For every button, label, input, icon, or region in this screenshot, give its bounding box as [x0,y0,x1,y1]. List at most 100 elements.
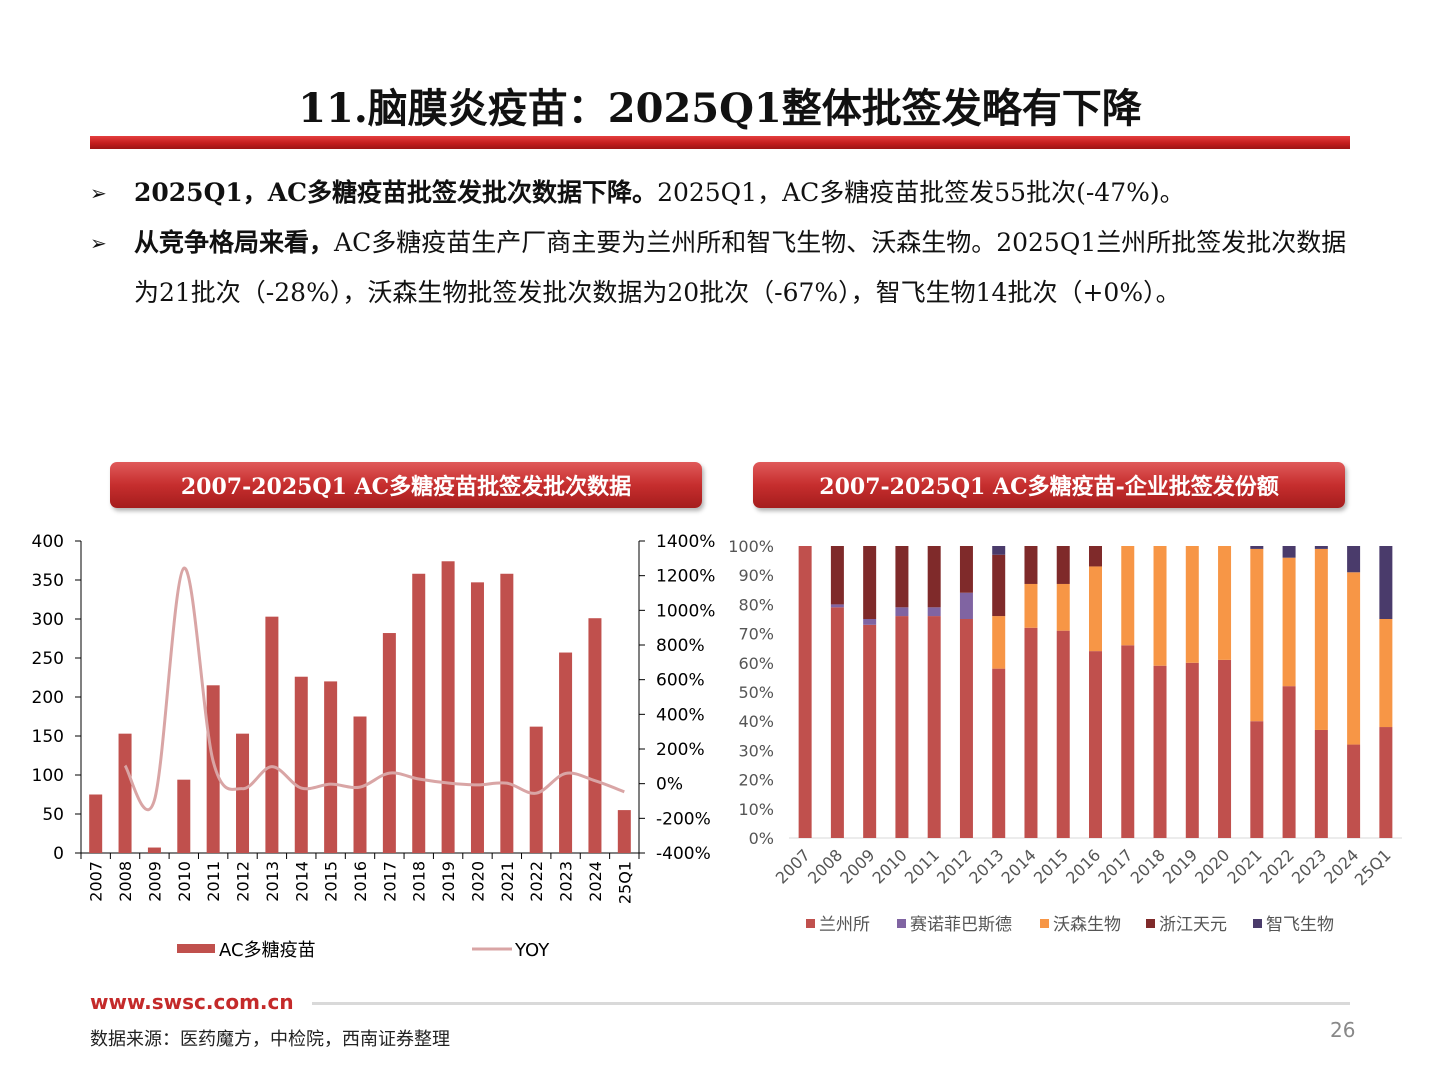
bar-2021 [500,573,514,853]
segment-2022 [1282,686,1296,838]
right-tick-label: -400% [656,844,711,864]
segment-2023 [1314,546,1328,549]
x-tick-label: 2016 [1062,845,1104,887]
left-tick-label: 250 [32,649,64,669]
page-number: 26 [1330,1018,1356,1042]
right-tick-label: 200% [656,740,705,760]
legend-swatch [897,919,906,928]
x-tick-label: 2022 [527,861,546,902]
segment-2007 [798,546,812,838]
left-tick-label: 50 [42,805,64,825]
bar-2018 [412,573,426,853]
segment-2009 [863,546,877,619]
segment-2023 [1314,548,1328,730]
y-tick-label: 80% [738,595,774,614]
legend-label: 赛诺菲巴斯德 [910,914,1012,935]
segment-2010 [895,616,909,838]
bar-2022 [529,726,543,853]
y-tick-label: 50% [738,683,774,702]
segment-2014 [1024,583,1038,628]
arrow-bullet-icon: ➢ [90,181,107,205]
segment-2022 [1282,546,1296,558]
segment-2017 [1121,645,1135,838]
segment-2015 [1056,546,1070,584]
segment-2021 [1250,721,1264,838]
left-tick-label: 150 [32,727,64,747]
segment-2008 [830,546,844,605]
segment-2024 [1347,546,1361,573]
bar-2012 [236,733,250,853]
segment-2018 [1153,665,1167,838]
x-tick-label: 2011 [901,845,943,887]
segment-2011 [927,546,941,608]
x-tick-label: 2014 [998,845,1040,887]
x-tick-label: 2009 [836,845,878,887]
bar-2015 [324,681,338,853]
right-tick-label: 400% [656,705,705,725]
legend-swatch [1040,919,1049,928]
segment-2021 [1250,546,1264,549]
segment-2013 [992,616,1006,669]
left-tick-label: 100 [32,766,64,786]
market-share-chart: 0%10%20%30%40%50%60%70%80%90%100%2007200… [728,537,1402,935]
segment-2018 [1153,546,1167,666]
data-source-note: 数据来源：医药魔方，中检院，西南证券整理 [90,1029,450,1050]
bar-2020 [470,582,484,853]
segment-2011 [927,607,941,617]
right-tick-label: -200% [656,809,711,829]
segment-25Q1 [1379,619,1393,728]
segment-2015 [1056,630,1070,838]
x-tick-label: 2013 [965,845,1007,887]
x-tick-label: 2019 [1159,845,1201,887]
page-title: 11.脑膜炎疫苗：2025Q1整体批签发略有下降 [298,85,1142,132]
segment-2010 [895,607,909,617]
right-tick-label: 0% [656,775,683,795]
x-tick-label: 2007 [87,861,106,902]
left-tick-label: 200 [32,688,64,708]
left-tick-label: 300 [32,610,64,630]
bar-2008 [118,733,132,853]
x-tick-label: 2008 [116,861,135,902]
legend-yoy-label: YOY [514,940,550,961]
x-tick-label: 2012 [234,861,253,902]
x-tick-label: 2008 [804,845,846,887]
y-tick-label: 70% [738,625,774,644]
segment-2024 [1347,744,1361,838]
x-tick-label: 25Q1 [615,861,634,904]
segment-25Q1 [1379,546,1393,619]
x-tick-label: 2010 [175,861,194,902]
x-tick-label: 2017 [380,861,399,902]
x-tick-label: 2020 [1191,845,1233,887]
x-tick-label: 2012 [933,845,975,887]
left-tick-label: 0 [53,844,64,864]
arrow-bullet-icon: ➢ [90,231,107,255]
yoy-line [123,566,625,812]
legend-swatch [1146,919,1155,928]
x-tick-label: 2024 [586,861,605,902]
legend-swatch [806,919,815,928]
segment-2020 [1218,659,1232,838]
chart1-header: 2007-2025Q1 AC多糖疫苗批签发批次数据 [110,462,702,508]
chart2-header: 2007-2025Q1 AC多糖疫苗-企业批签发份额 [753,462,1345,508]
x-tick-label: 2011 [204,861,223,902]
bar-2013 [265,616,279,853]
right-tick-label: 600% [656,671,705,691]
x-tick-label: 2018 [410,861,429,902]
x-tick-label: 2014 [292,861,311,902]
title-underline-bar [90,136,1350,149]
left-tick-label: 400 [32,532,64,552]
y-tick-label: 30% [738,741,774,760]
segment-2009 [863,624,877,838]
bullet-item-2: ➢ 从竞争格局来看，AC多糖疫苗生产厂商主要为兰州所和智飞生物、沃森生物。202… [90,218,1352,318]
footer-divider [312,1002,1350,1005]
bar-2024 [588,618,602,853]
segment-2021 [1250,548,1264,722]
segment-2009 [863,619,877,625]
segment-2020 [1218,546,1232,660]
bar-2023 [559,652,573,853]
bullet-1-text: 2025Q1，AC多糖疫苗批签发55批次(-47%)。 [657,178,1185,207]
legend-bar-label: AC多糖疫苗 [219,940,316,961]
segment-2012 [959,619,973,838]
y-tick-label: 20% [738,771,774,790]
segment-2013 [992,668,1006,838]
